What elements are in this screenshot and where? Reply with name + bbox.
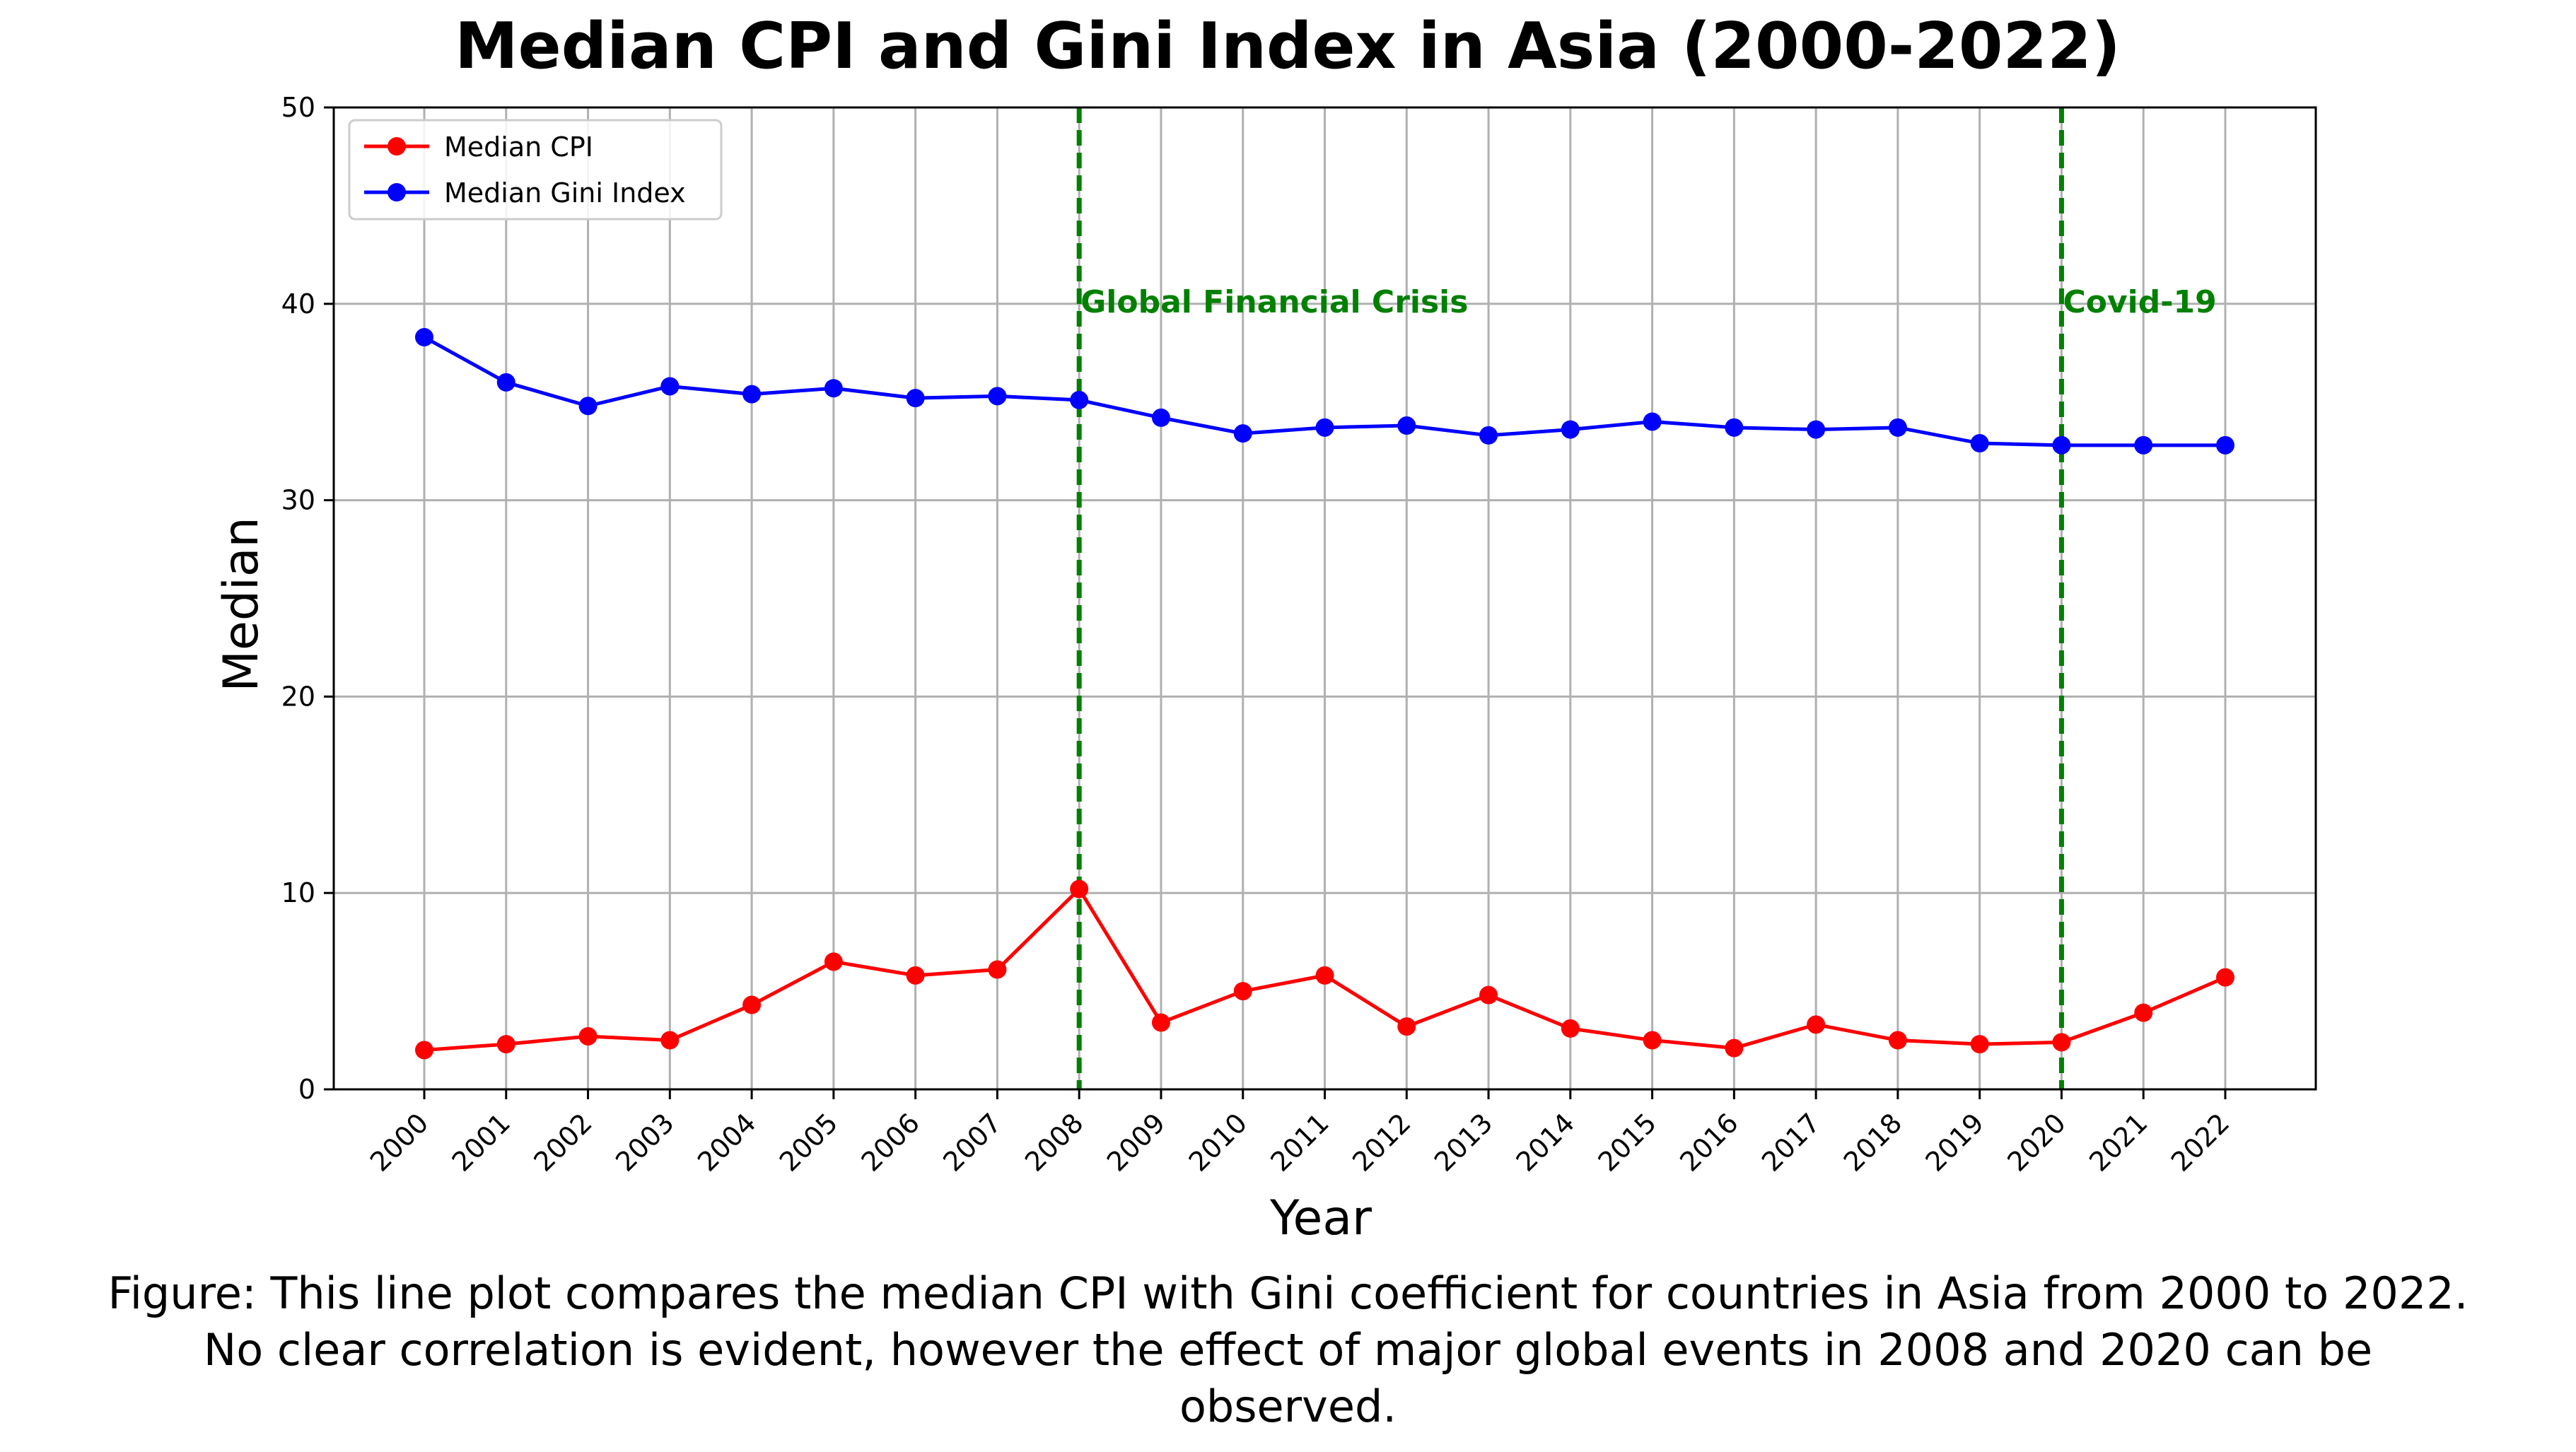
- x-tick-label: 2004: [692, 1107, 762, 1178]
- data-point: [578, 1026, 598, 1046]
- legend: Median CPI Median Gini Index: [348, 119, 723, 221]
- data-point: [1807, 420, 1826, 439]
- x-tick-label: 2021: [2083, 1107, 2154, 1178]
- x-tick-label: 2009: [1101, 1107, 1172, 1178]
- data-point: [1233, 982, 1252, 1001]
- x-tick-label: 2008: [1019, 1107, 1090, 1178]
- y-axis-label: Median: [214, 517, 269, 691]
- legend-label: Median CPI: [444, 131, 593, 163]
- data-point: [1807, 1015, 1826, 1034]
- x-axis-ticks: 2000 2001 2002 2003 2004 2005 2006 2007 2008 2009…: [364, 1089, 2236, 1178]
- data-point: [496, 373, 515, 392]
- data-point: [906, 966, 925, 985]
- data-point: [1561, 1019, 1580, 1038]
- data-point: [578, 397, 598, 416]
- x-tick-label: 2018: [1838, 1107, 1908, 1178]
- x-tick-label: 2012: [1346, 1107, 1417, 1178]
- data-point: [1725, 418, 1744, 437]
- data-point: [1151, 1013, 1170, 1032]
- grid: [334, 106, 2316, 1091]
- data-point: [415, 328, 433, 347]
- x-axis-label: Year: [1269, 1190, 1372, 1246]
- data-point: [1397, 416, 1416, 435]
- x-tick-label: 2011: [1264, 1107, 1335, 1178]
- data-point: [415, 1041, 433, 1060]
- y-tick-label: 50: [281, 92, 315, 123]
- x-tick-label: 2000: [364, 1107, 435, 1178]
- data-point: [1479, 985, 1498, 1005]
- series-layer: [415, 328, 2234, 1060]
- data-point: [2216, 435, 2234, 455]
- y-tick-label: 20: [281, 681, 315, 712]
- data-point: [1725, 1038, 1744, 1058]
- data-point: [742, 385, 762, 404]
- data-point: [496, 1035, 515, 1054]
- annotation-lines: Global Financial Crisis Covid-19: [1076, 107, 2217, 1089]
- x-tick-label: 2015: [1592, 1107, 1662, 1178]
- data-point: [906, 389, 925, 408]
- x-tick-label: 2013: [1428, 1107, 1499, 1178]
- x-tick-label: 2010: [1183, 1107, 1254, 1178]
- x-tick-label: 2017: [1756, 1107, 1826, 1178]
- caption-line-3: observed.: [1179, 1381, 1397, 1432]
- y-tick-label: 0: [298, 1074, 315, 1105]
- data-point: [660, 1031, 680, 1050]
- chart-title: Median CPI and Gini Index in Asia (2000-…: [455, 9, 2121, 83]
- data-point: [742, 995, 762, 1014]
- data-point: [2052, 435, 2071, 455]
- y-tick-label: 10: [281, 877, 315, 908]
- legend-marker: [387, 137, 406, 156]
- legend-marker: [387, 183, 406, 201]
- x-tick-label: 2022: [2165, 1107, 2236, 1178]
- data-point: [1151, 408, 1170, 427]
- y-axis-ticks: 0 10 20 30 40 50: [281, 92, 334, 1105]
- data-point: [1315, 966, 1334, 985]
- annotation-label: Covid-19: [2063, 284, 2216, 320]
- x-tick-label: 2020: [2001, 1107, 2072, 1178]
- data-point: [1561, 420, 1580, 439]
- data-point: [1970, 1035, 1989, 1054]
- legend-box: [348, 119, 723, 221]
- data-point: [824, 379, 843, 398]
- y-tick-label: 40: [281, 288, 315, 320]
- x-tick-label: 2005: [774, 1107, 844, 1178]
- data-point: [824, 952, 843, 971]
- data-point: [1070, 879, 1089, 898]
- x-tick-label: 2006: [855, 1107, 926, 1178]
- x-tick-label: 2003: [610, 1107, 680, 1178]
- data-point: [2216, 968, 2234, 987]
- line-chart: Median CPI and Gini Index in Asia (2000-…: [214, 9, 2317, 1246]
- x-tick-label: 2002: [528, 1107, 598, 1178]
- caption-line-2: No clear correlation is evident, however…: [203, 1324, 2373, 1376]
- x-tick-label: 2007: [937, 1107, 1008, 1178]
- data-point: [1479, 426, 1498, 445]
- data-point: [660, 377, 680, 396]
- data-point: [988, 387, 1007, 406]
- x-tick-label: 2016: [1674, 1107, 1744, 1178]
- data-point: [1070, 390, 1089, 409]
- x-tick-label: 2001: [446, 1107, 517, 1178]
- data-point: [1233, 424, 1252, 443]
- data-point: [1643, 1031, 1662, 1050]
- data-point: [1315, 418, 1334, 437]
- data-point: [1397, 1017, 1416, 1036]
- data-point: [988, 960, 1007, 979]
- caption-line-1: Figure: This line plot compares the medi…: [107, 1267, 2469, 1319]
- data-point: [1888, 418, 1907, 437]
- annotation-label: Global Financial Crisis: [1080, 284, 1468, 320]
- x-tick-label: 2019: [1920, 1107, 1991, 1178]
- data-point: [1970, 434, 1989, 453]
- data-point: [2052, 1033, 2071, 1052]
- y-tick-label: 30: [281, 485, 315, 516]
- data-point: [1888, 1031, 1907, 1050]
- figure-caption: Figure: This line plot compares the medi…: [0, 1265, 2576, 1435]
- legend-label: Median Gini Index: [444, 177, 686, 209]
- data-point: [2134, 435, 2153, 455]
- data-point: [1643, 412, 1662, 431]
- x-tick-label: 2014: [1510, 1107, 1581, 1178]
- data-point: [2134, 1003, 2153, 1022]
